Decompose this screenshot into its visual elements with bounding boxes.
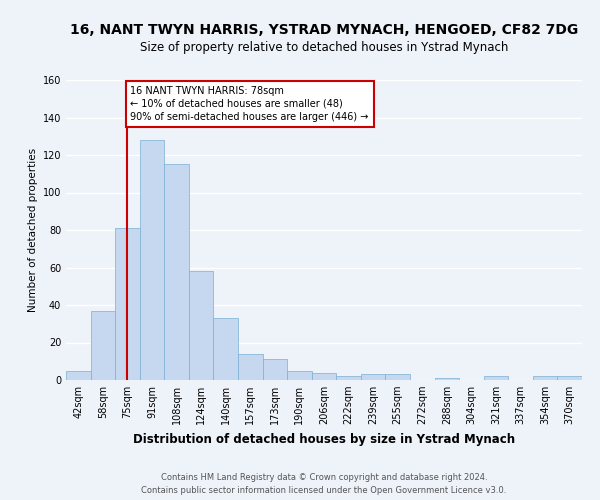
Bar (434, 378, 459, 380)
Bar (66, 370, 91, 380)
Bar (238, 354, 263, 380)
Bar (484, 376, 508, 380)
X-axis label: Distribution of detached houses by size in Ystrad Mynach: Distribution of detached houses by size … (133, 432, 515, 446)
Bar (533, 376, 557, 380)
Bar (361, 374, 385, 380)
Y-axis label: Number of detached properties: Number of detached properties (28, 148, 38, 312)
Bar (164, 164, 189, 380)
Bar (385, 374, 410, 380)
Bar (115, 228, 140, 380)
Bar (189, 271, 214, 380)
Bar (214, 318, 238, 380)
Bar (140, 140, 164, 380)
Text: Contains HM Land Registry data © Crown copyright and database right 2024.
Contai: Contains HM Land Registry data © Crown c… (142, 474, 506, 495)
Text: Size of property relative to detached houses in Ystrad Mynach: Size of property relative to detached ho… (140, 41, 508, 54)
Bar (557, 376, 582, 380)
Bar (263, 360, 287, 380)
Bar (287, 370, 312, 380)
Text: 16 NANT TWYN HARRIS: 78sqm
← 10% of detached houses are smaller (48)
90% of semi: 16 NANT TWYN HARRIS: 78sqm ← 10% of deta… (130, 86, 369, 122)
Bar (336, 376, 361, 380)
Bar (91, 310, 115, 380)
Text: 16, NANT TWYN HARRIS, YSTRAD MYNACH, HENGOED, CF82 7DG: 16, NANT TWYN HARRIS, YSTRAD MYNACH, HEN… (70, 22, 578, 36)
Bar (312, 372, 336, 380)
